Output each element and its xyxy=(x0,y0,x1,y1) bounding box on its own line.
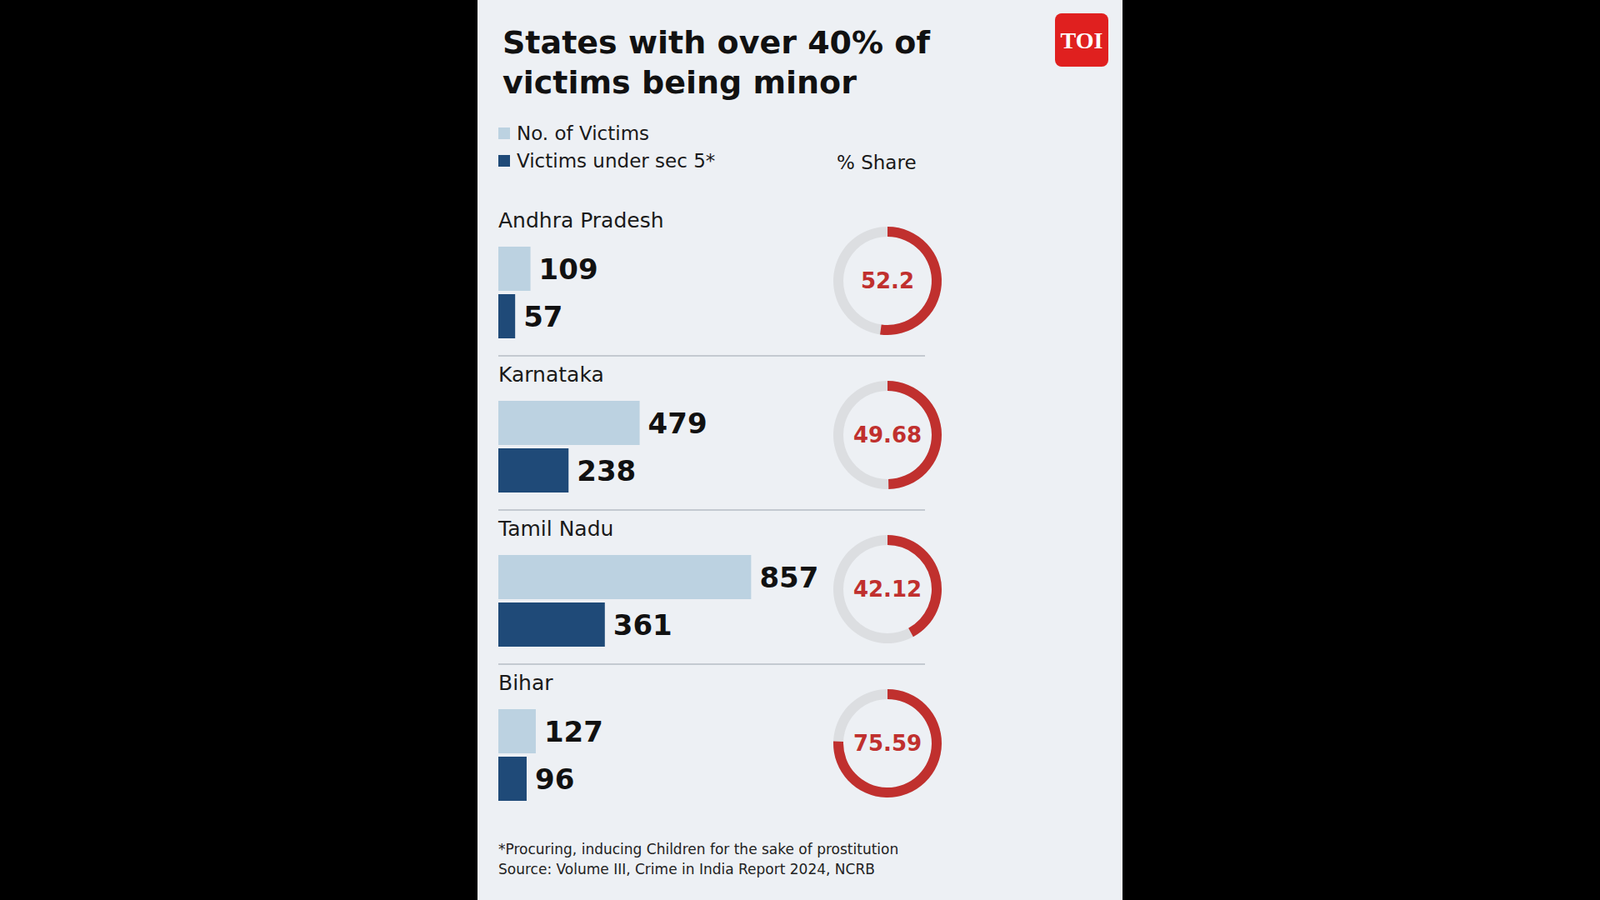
svg-text:75.59: 75.59 xyxy=(853,730,922,756)
svg-text:Andhra Pradesh: Andhra Pradesh xyxy=(498,208,665,233)
svg-text:Source: Volume III, Crime in I: Source: Volume III, Crime in India Repor… xyxy=(498,860,875,878)
svg-text:No. of Victims: No. of Victims xyxy=(516,122,650,145)
svg-text:*Procuring, inducing Children: *Procuring, inducing Children for the sa… xyxy=(498,840,899,858)
svg-text:Victims under sec 5*: Victims under sec 5* xyxy=(516,150,715,172)
svg-text:238: 238 xyxy=(576,454,636,488)
svg-text:Karnataka: Karnataka xyxy=(498,362,605,387)
svg-text:479: 479 xyxy=(648,406,708,440)
svg-text:victims being minor: victims being minor xyxy=(502,64,857,101)
svg-text:109: 109 xyxy=(539,252,599,286)
svg-text:96: 96 xyxy=(535,762,575,796)
svg-text:49.68: 49.68 xyxy=(853,422,922,448)
svg-text:57: 57 xyxy=(523,300,563,334)
svg-text:TOI: TOI xyxy=(1060,27,1104,54)
svg-text:States with over 40% of: States with over 40% of xyxy=(502,24,941,61)
svg-text:42.12: 42.12 xyxy=(853,576,922,602)
svg-text:52.2: 52.2 xyxy=(860,268,915,294)
svg-text:Tamil Nadu: Tamil Nadu xyxy=(497,516,614,541)
svg-text:857: 857 xyxy=(759,560,819,595)
svg-text:361: 361 xyxy=(613,608,673,642)
svg-text:Bihar: Bihar xyxy=(498,670,554,695)
svg-text:127: 127 xyxy=(544,715,604,749)
svg-text:% Share: % Share xyxy=(836,151,917,174)
